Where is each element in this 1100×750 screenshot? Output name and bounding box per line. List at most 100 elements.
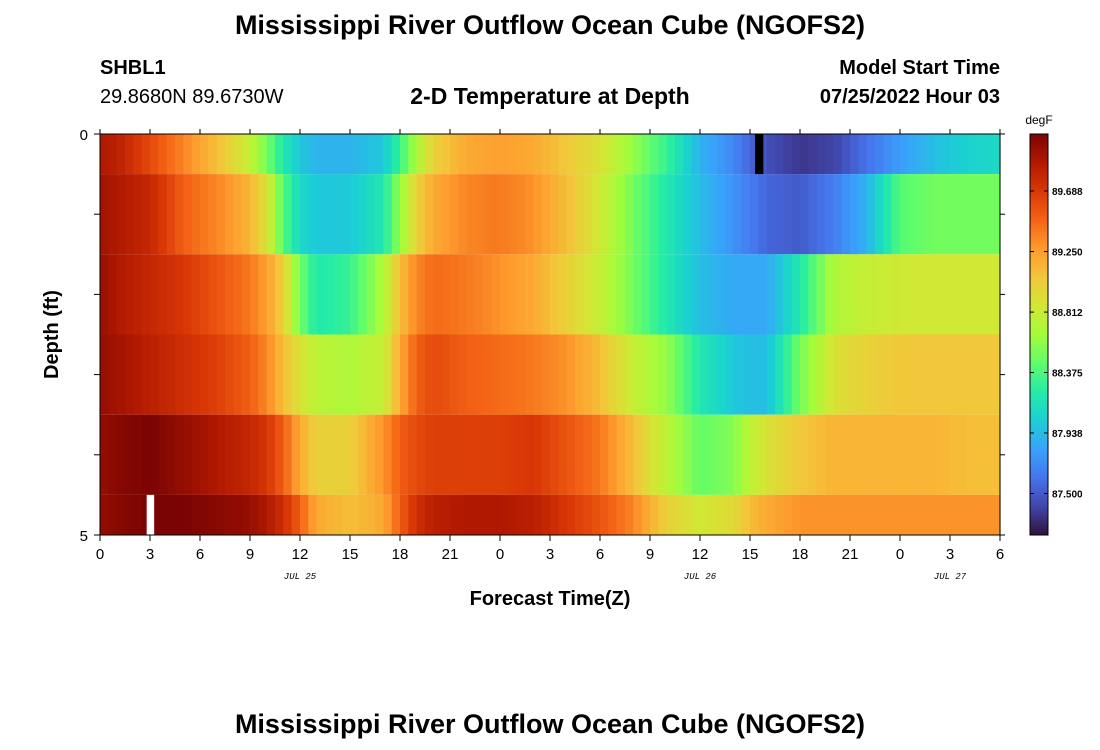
heatmap-cell (991, 414, 1001, 495)
heatmap-cell (116, 174, 126, 255)
heatmap-cell (841, 334, 851, 415)
heatmap-cell (250, 174, 259, 255)
heatmap-cell (933, 494, 943, 535)
heatmap-cell (550, 134, 559, 175)
heatmap-cell (783, 254, 793, 335)
heatmap-cell (441, 494, 451, 535)
heatmap-cell (983, 334, 993, 415)
heatmap-cell (683, 414, 693, 495)
heatmap-cell (800, 134, 809, 175)
colorbar (1029, 133, 1049, 536)
heatmap-cell (991, 334, 1001, 415)
heatmap-cell (425, 414, 434, 495)
heatmap-cell (225, 414, 234, 495)
heatmap-cell (883, 174, 893, 255)
heatmap-cell (250, 254, 259, 335)
heatmap-cell (291, 254, 301, 335)
heatmap-cell (400, 334, 409, 415)
heatmap-cell (600, 174, 609, 255)
heatmap-cell (550, 494, 559, 535)
heatmap-cell (125, 254, 134, 335)
station-id: SHBL1 (100, 57, 166, 79)
heatmap-cell (383, 334, 393, 415)
heatmap-cell (158, 254, 168, 335)
heatmap-cell (591, 414, 601, 495)
heatmap-cell (800, 494, 809, 535)
heatmap-cell (841, 414, 851, 495)
heatmap-cell (891, 334, 901, 415)
x-tick-label: 18 (392, 546, 409, 563)
heatmap-cell (491, 334, 501, 415)
heatmap-cell (775, 174, 784, 255)
heatmap-cell (900, 494, 909, 535)
heatmap-cell (175, 174, 184, 255)
heatmap-cell (641, 334, 651, 415)
heatmap-cell (408, 334, 418, 415)
heatmap-cell (350, 254, 359, 335)
heatmap-cell (975, 134, 984, 175)
heatmap-cell (658, 494, 668, 535)
heatmap-cell (566, 174, 576, 255)
heatmap-cell (633, 414, 643, 495)
heatmap-cell (133, 134, 143, 175)
heatmap-cell (875, 334, 884, 415)
heatmap-cell (958, 134, 968, 175)
heatmap-cell (358, 134, 368, 175)
heatmap-cell (550, 334, 559, 415)
heatmap-cell (683, 254, 693, 335)
heatmap-cell (916, 334, 926, 415)
heatmap-cell (583, 174, 593, 255)
x-tick-label: 21 (442, 546, 459, 563)
heatmap-cell (675, 494, 684, 535)
heatmap-cell (341, 494, 351, 535)
heatmap-cell (391, 254, 401, 335)
heatmap-cell (658, 134, 668, 175)
heatmap-cell (266, 134, 276, 175)
heatmap-cell (408, 254, 418, 335)
heatmap-cell (175, 134, 184, 175)
heatmap-cell (633, 334, 643, 415)
heatmap-cell (866, 494, 876, 535)
heatmap-cell (616, 174, 626, 255)
heatmap-cell (100, 134, 109, 175)
heatmap-cell (275, 254, 284, 335)
heatmap-cell (416, 414, 426, 495)
heatmap-cell (941, 494, 951, 535)
heatmap-cell (716, 334, 726, 415)
heatmap-cell (450, 334, 459, 415)
x-tick-label: 6 (996, 546, 1004, 563)
x-axis-label: Forecast Time(Z) (470, 588, 631, 610)
heatmap-cell (891, 174, 901, 255)
heatmap-cell (100, 414, 109, 495)
heatmap-cell (133, 254, 143, 335)
heatmap-cell (225, 134, 234, 175)
heatmap-cell (991, 134, 1001, 175)
heatmap-cell (333, 254, 343, 335)
heatmap-cell (416, 334, 426, 415)
heatmap-cell (341, 174, 351, 255)
heatmap-cell (275, 414, 284, 495)
heatmap-cell (425, 174, 434, 255)
heatmap-cell (850, 134, 859, 175)
heatmap-cell (625, 254, 634, 335)
heatmap-cell (191, 174, 201, 255)
heatmap-cell (116, 414, 126, 495)
heatmap-cell (133, 174, 143, 255)
heatmap-cell (433, 254, 443, 335)
heatmap-cell (466, 134, 476, 175)
heatmap-cell (991, 494, 1001, 535)
y-tick-label: 5 (80, 528, 88, 545)
heatmap-cell (208, 254, 218, 335)
x-tick-label: 0 (896, 546, 904, 563)
heatmap-cell (341, 254, 351, 335)
heatmap-cell (708, 334, 718, 415)
heatmap-cell (583, 134, 593, 175)
heatmap-cell (600, 254, 609, 335)
heatmap-cell (308, 134, 318, 175)
heatmap-cell (566, 334, 576, 415)
heatmap-cell (933, 414, 943, 495)
heatmap-cell (408, 174, 418, 255)
heatmap-cell (491, 494, 501, 535)
heatmap-cell (150, 254, 159, 335)
heatmap-cell (358, 254, 368, 335)
